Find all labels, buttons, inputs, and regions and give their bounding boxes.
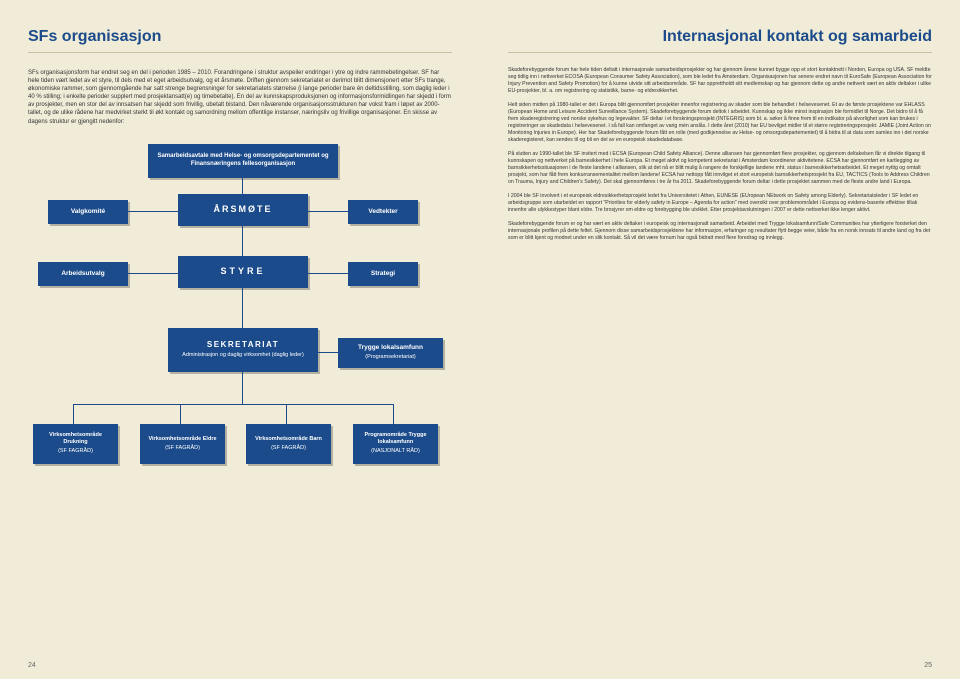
box-label: Virksomhetsområde Drukning xyxy=(39,432,112,446)
box-arsmote: ÅRSMØTE xyxy=(178,194,308,226)
box-sub: (SF FAGRÅD) xyxy=(271,445,306,452)
box-vedtekter: Vedtekter xyxy=(348,200,418,224)
box-trygge: Trygge lokalsamfunn (Programsekretariat) xyxy=(338,338,443,368)
left-heading: SFs organisasjon xyxy=(28,28,452,53)
box-label: STYRE xyxy=(220,266,265,277)
connector xyxy=(393,404,394,424)
box-styre: STYRE xyxy=(178,256,308,288)
connector xyxy=(180,404,181,424)
page-number-right: 25 xyxy=(924,662,932,669)
box-sub: (SF FAGRÅD) xyxy=(165,445,200,452)
connector xyxy=(73,404,74,424)
intro-paragraph: SFs organisasjonsform har endret seg en … xyxy=(28,69,452,126)
box-label: Virksomhetsområde Barn xyxy=(255,436,322,443)
page-spread: SFs organisasjon SFs organisasjonsform h… xyxy=(0,0,960,679)
right-body-text: Skadeforebyggende forum har hele tiden d… xyxy=(508,67,932,242)
box-label: Trygge lokalsamfunn xyxy=(358,344,423,352)
box-virk-trygge: Programområde Trygge lokalsamfunn (NASJO… xyxy=(353,424,438,464)
box-label: ÅRSMØTE xyxy=(214,204,273,215)
left-page: SFs organisasjon SFs organisasjonsform h… xyxy=(0,0,480,679)
box-strategi: Strategi xyxy=(348,262,418,286)
box-valgkomite: Valgkomité xyxy=(48,200,128,224)
connector xyxy=(128,273,178,274)
box-label: SEKRETARIAT xyxy=(207,340,279,350)
box-sekretariat: SEKRETARIAT Administrasjon og daglig vir… xyxy=(168,328,318,372)
connector xyxy=(242,288,243,328)
box-label: Strategi xyxy=(371,270,395,278)
connector xyxy=(286,404,287,424)
box-sub: Administrasjon og daglig virksomhet (dag… xyxy=(182,352,304,359)
box-arbeidsutvalg: Arbeidsutvalg xyxy=(38,262,128,286)
box-label: Programområde Trygge lokalsamfunn xyxy=(359,432,432,446)
paragraph: Skadeforebyggende forum er og har vært e… xyxy=(508,221,932,242)
paragraph: Helt siden midten på 1980-tallet er det … xyxy=(508,102,932,144)
org-chart: Samarbeidsavtale med Helse- og omsorgsde… xyxy=(28,144,452,564)
right-page: Internasjonal kontakt og samarbeid Skade… xyxy=(480,0,960,679)
connector xyxy=(308,211,348,212)
box-label: Valgkomité xyxy=(71,208,105,216)
box-virk-eldre: Virksomhetsområde Eldre (SF FAGRÅD) xyxy=(140,424,225,464)
box-samarbeidsavtale: Samarbeidsavtale med Helse- og omsorgsde… xyxy=(148,144,338,178)
box-sub: (SF FAGRÅD) xyxy=(58,448,93,455)
page-number-left: 24 xyxy=(28,662,36,669)
paragraph: I 2004 ble SF involvert i et europeisk e… xyxy=(508,193,932,214)
box-label: Arbeidsutvalg xyxy=(61,270,104,278)
connector xyxy=(73,404,393,405)
box-label: Samarbeidsavtale med Helse- og omsorgsde… xyxy=(154,153,332,168)
connector xyxy=(128,211,178,212)
connector xyxy=(318,352,338,353)
box-sub: (NASJONALT RÅD) xyxy=(371,448,420,455)
box-label: Virksomhetsområde Eldre xyxy=(148,436,216,443)
box-virk-barn: Virksomhetsområde Barn (SF FAGRÅD) xyxy=(246,424,331,464)
box-sub: (Programsekretariat) xyxy=(365,354,415,361)
box-virk-drukning: Virksomhetsområde Drukning (SF FAGRÅD) xyxy=(33,424,118,464)
box-label: Vedtekter xyxy=(368,208,397,216)
paragraph: På slutten av 1990-tallet ble SF inviter… xyxy=(508,151,932,186)
connector xyxy=(308,273,348,274)
connector xyxy=(242,372,243,404)
paragraph: Skadeforebyggende forum har hele tiden d… xyxy=(508,67,932,95)
right-heading: Internasjonal kontakt og samarbeid xyxy=(508,28,932,53)
